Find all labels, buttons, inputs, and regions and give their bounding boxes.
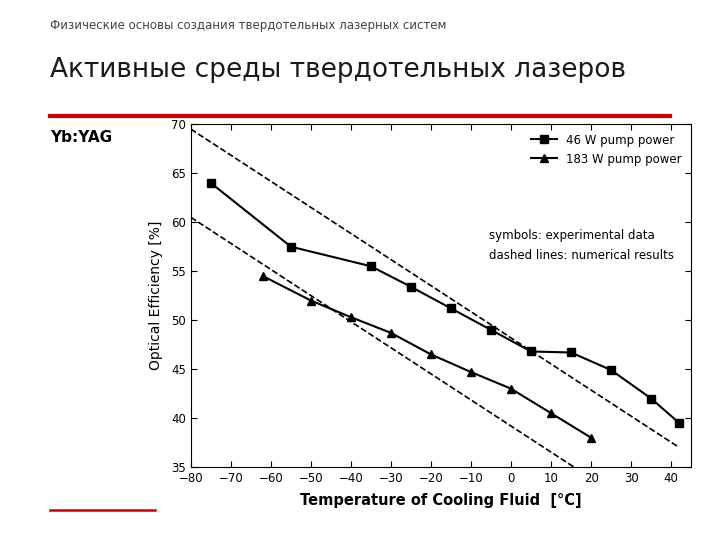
- Text: Физические основы создания твердотельных лазерных систем: Физические основы создания твердотельных…: [50, 19, 447, 32]
- 46 W pump power: [407, 284, 415, 290]
- 46 W pump power: [647, 395, 655, 402]
- 183 W pump power: [346, 314, 355, 320]
- 183 W pump power: [387, 329, 395, 336]
- 46 W pump power: [487, 327, 495, 333]
- Line: 46 W pump power: 46 W pump power: [207, 179, 683, 427]
- 46 W pump power: [675, 420, 683, 426]
- 46 W pump power: [607, 367, 616, 373]
- Text: dashed lines: numerical results: dashed lines: numerical results: [489, 249, 673, 262]
- Legend: 46 W pump power, 183 W pump power: 46 W pump power, 183 W pump power: [527, 130, 685, 169]
- Text: symbols: experimental data: symbols: experimental data: [489, 229, 654, 242]
- 46 W pump power: [527, 348, 536, 355]
- 183 W pump power: [307, 298, 315, 304]
- Line: 183 W pump power: 183 W pump power: [258, 272, 595, 442]
- 46 W pump power: [567, 349, 575, 356]
- 46 W pump power: [446, 305, 455, 312]
- 183 W pump power: [587, 435, 595, 441]
- 183 W pump power: [427, 351, 436, 357]
- 183 W pump power: [507, 386, 516, 392]
- Y-axis label: Optical Efficiency [%]: Optical Efficiency [%]: [149, 221, 163, 370]
- X-axis label: Temperature of Cooling Fluid  [°C]: Temperature of Cooling Fluid [°C]: [300, 494, 582, 508]
- Text: Yb:YAG: Yb:YAG: [50, 130, 112, 145]
- 183 W pump power: [467, 369, 475, 375]
- 46 W pump power: [207, 180, 215, 186]
- 183 W pump power: [546, 410, 555, 416]
- 46 W pump power: [366, 263, 375, 269]
- 183 W pump power: [258, 273, 267, 279]
- Text: Активные среды твердотельных лазеров: Активные среды твердотельных лазеров: [50, 57, 626, 83]
- 46 W pump power: [287, 244, 295, 250]
